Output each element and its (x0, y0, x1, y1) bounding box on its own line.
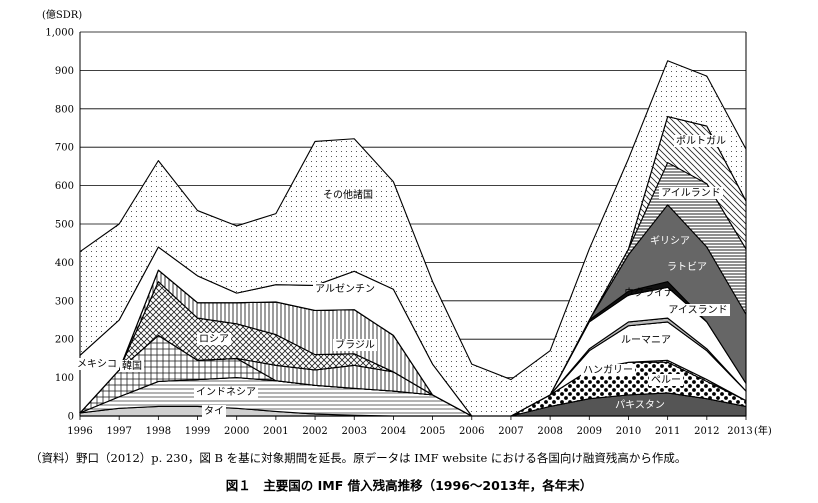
series-label: メキシコ (77, 359, 117, 370)
x-tick-label: 2010 (616, 426, 641, 437)
x-tick-label: 2007 (498, 426, 523, 437)
x-tick-label: 2002 (302, 426, 327, 437)
label-bg (581, 364, 635, 376)
x-unit-label: (年) (754, 424, 772, 437)
series-label: 韓国 (122, 360, 142, 372)
series-label: インドネシア (196, 386, 256, 398)
label-bg (313, 283, 377, 295)
label-bg (120, 360, 144, 372)
x-tick-label: 2008 (537, 426, 562, 437)
y-tick-label: 500 (55, 220, 74, 231)
x-tick-label: 1999 (185, 426, 210, 437)
series-label: その他諸国 (323, 188, 373, 201)
series-label: ラトビア (667, 261, 707, 273)
series-label: タイ (204, 405, 224, 417)
x-tick-label: 2000 (224, 426, 249, 437)
label-bg (666, 304, 730, 316)
label-bg (619, 334, 673, 346)
label-bg (659, 187, 723, 199)
series-label: パキスタン (615, 399, 665, 411)
y-tick-label: 100 (55, 373, 74, 384)
x-tick-label: 2003 (342, 426, 367, 437)
x-tick-label: 1996 (67, 426, 92, 437)
label-bg (674, 135, 728, 147)
series-label: ペルー (651, 375, 681, 386)
series-label: アイルランド (661, 187, 721, 199)
y-tick-label: 200 (55, 335, 74, 346)
label-bg (75, 358, 119, 370)
x-tick-label: 2001 (263, 426, 288, 437)
x-tick-label: 2005 (420, 426, 445, 437)
x-tick-label: 2004 (381, 426, 406, 437)
x-tick-label: 2006 (459, 426, 484, 437)
y-tick-label: 900 (55, 66, 74, 77)
series-label: ウクライナ (624, 287, 674, 299)
series-label: アルゼンチン (315, 283, 375, 295)
series-label: ハンガリー (583, 364, 633, 376)
y-tick-label: 0 (68, 412, 74, 423)
series-label: ポルトガル (676, 135, 726, 147)
y-tick-label: 300 (55, 296, 74, 307)
x-tick-label: 1998 (146, 426, 171, 437)
y-tick-label: 700 (55, 143, 74, 154)
series-label: ギリシア (650, 235, 690, 247)
y-tick-label: 800 (55, 104, 74, 115)
y-tick-label: 400 (55, 258, 74, 269)
series-label: アイスランド (668, 304, 727, 316)
source-note: （資料）野口（2012）p. 230，図 B を基に対象期間を延長。原データは … (30, 451, 687, 465)
x-tick-label: 2012 (694, 426, 719, 437)
label-bg (333, 339, 377, 351)
y-tick-label: 600 (55, 181, 74, 192)
x-tick-label: 2013 (727, 426, 752, 437)
series-label: ブラジル (335, 338, 375, 351)
label-bg (321, 189, 375, 201)
x-tick-label: 1997 (106, 426, 131, 437)
series-label: ルーマニア (621, 335, 671, 346)
label-bg (202, 405, 226, 417)
y-unit-label: (億SDR) (42, 8, 82, 21)
figure-caption: 図１ 主要国の IMF 借入残高推移（1996〜2013年，各年末） (225, 478, 593, 493)
x-tick-label: 2009 (577, 426, 602, 437)
x-tick-label: 2011 (655, 426, 680, 437)
series-label: ロシア (199, 334, 229, 345)
label-bg (649, 374, 683, 386)
label-bg (197, 333, 231, 345)
label-bg (194, 386, 258, 398)
y-tick-label: 1,000 (45, 28, 74, 39)
